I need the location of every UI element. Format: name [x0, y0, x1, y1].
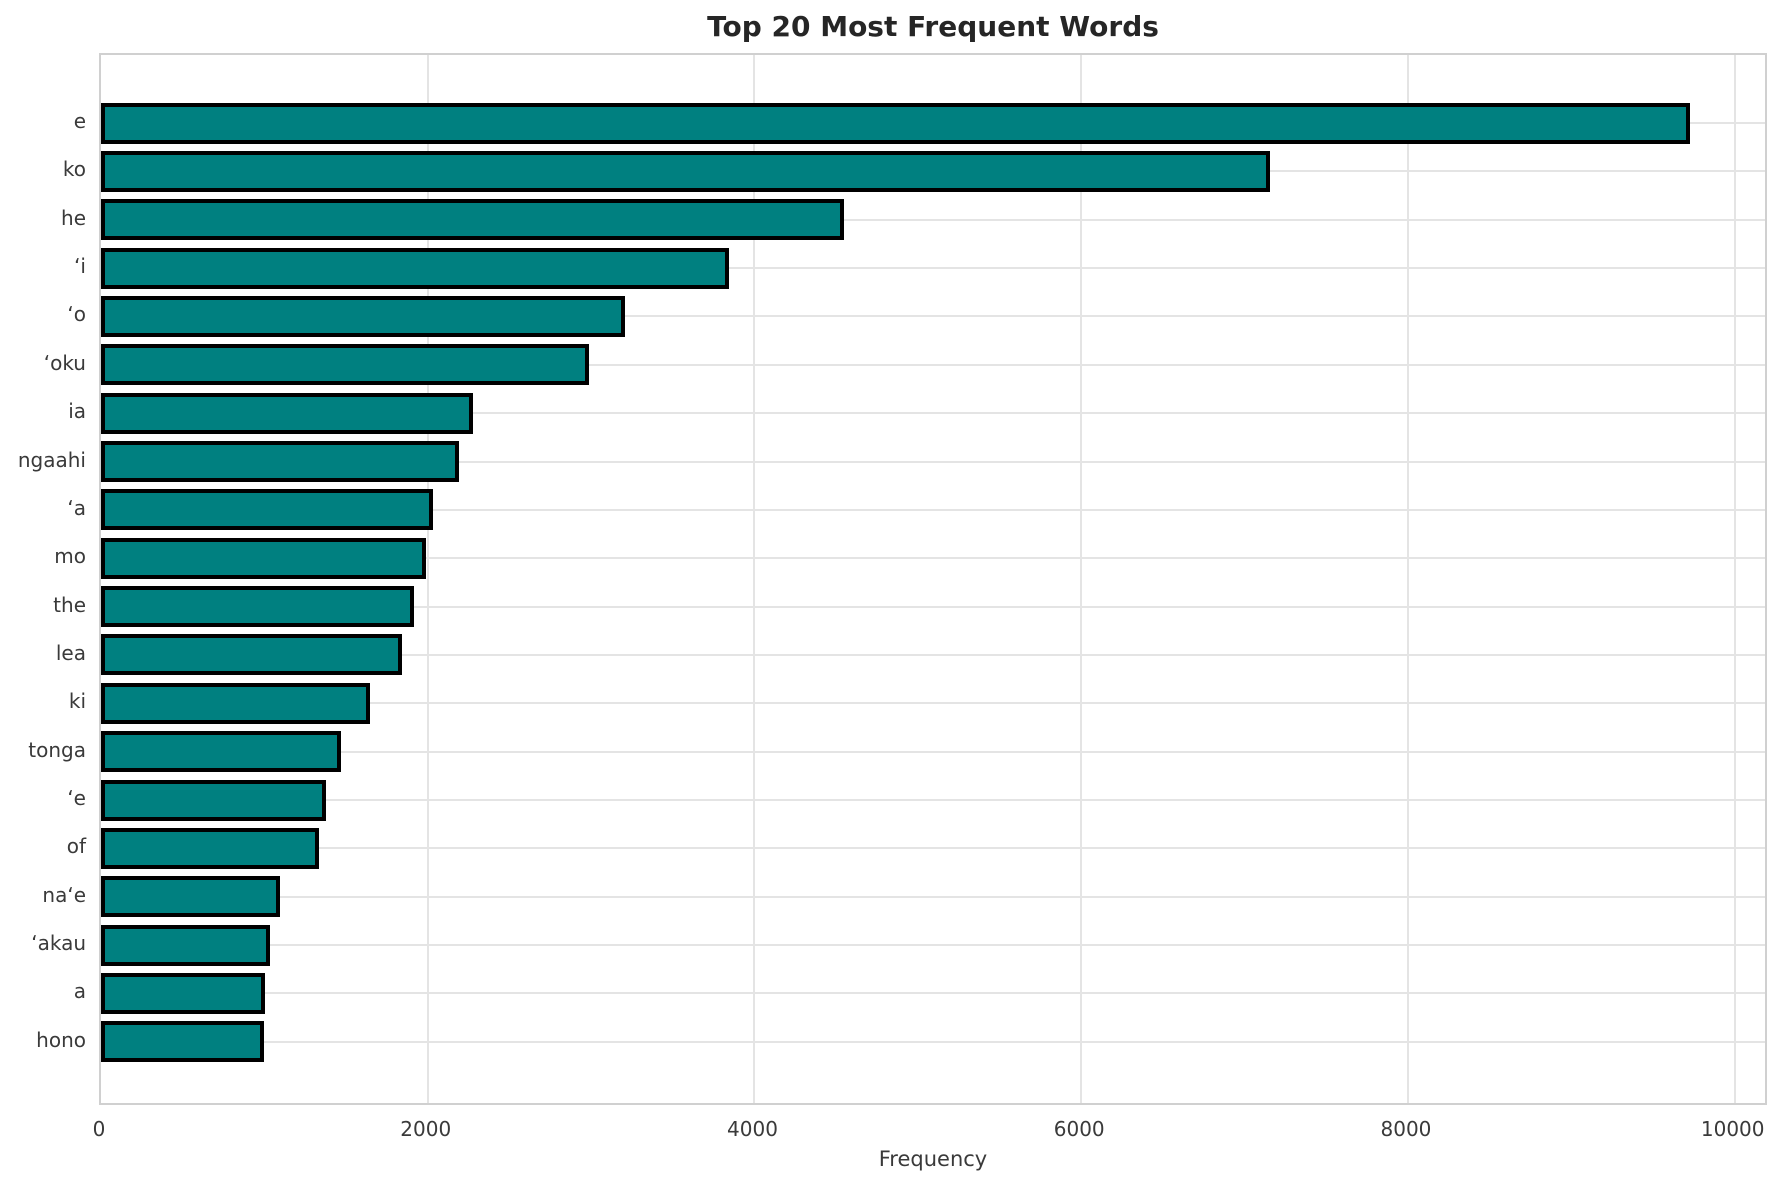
bar-‘o [101, 295, 625, 337]
y-tick-label: ‘e [67, 786, 86, 811]
y-tick-label: a [73, 979, 86, 1004]
gridline-horizontal [101, 702, 1765, 705]
gridline-horizontal [101, 944, 1765, 947]
x-tick-label: 0 [92, 1117, 106, 1141]
bar-a [101, 972, 266, 1014]
bar-e [101, 102, 1690, 144]
y-tick-label: ‘a [67, 495, 86, 520]
bar-ia [101, 392, 474, 434]
gridline-horizontal [101, 363, 1765, 366]
y-tick-label: ki [68, 689, 86, 714]
gridline-horizontal [101, 218, 1765, 221]
bar-‘e [101, 779, 327, 821]
bar-he [101, 199, 844, 241]
bar-ki [101, 682, 370, 724]
plot-area [99, 53, 1767, 1105]
gridline-horizontal [101, 267, 1765, 270]
gridline-vertical [1733, 55, 1736, 1103]
x-tick-label: 2000 [400, 1117, 452, 1141]
x-axis-label: Frequency [878, 1147, 988, 1171]
chart-title: Top 20 Most Frequent Words [707, 10, 1159, 43]
bar-ko [101, 150, 1270, 192]
bar-mo [101, 537, 427, 579]
y-tick-label: mo [54, 544, 86, 569]
gridline-horizontal [101, 992, 1765, 995]
bar-hono [101, 1021, 265, 1063]
bar-na‘e [101, 876, 280, 918]
gridline-horizontal [101, 557, 1765, 560]
y-tick-label: na‘e [42, 882, 86, 907]
bar-the [101, 586, 414, 628]
bar-lea [101, 634, 402, 676]
gridline-horizontal [101, 799, 1765, 802]
bar-‘akau [101, 924, 271, 966]
y-tick-label: ‘akau [31, 931, 86, 956]
gridline-vertical [426, 55, 429, 1103]
y-tick-label: hono [36, 1027, 86, 1052]
gridline-horizontal [101, 1040, 1765, 1043]
x-tick-label: 6000 [1053, 1117, 1105, 1141]
gridline-horizontal [101, 315, 1765, 318]
gridline-vertical [753, 55, 756, 1103]
gridline-horizontal [101, 750, 1765, 753]
bar-‘a [101, 489, 434, 531]
y-tick-label: he [61, 205, 86, 230]
bar-‘oku [101, 344, 589, 386]
bar-tonga [101, 731, 342, 773]
y-tick-label: the [53, 592, 86, 617]
gridline-horizontal [101, 653, 1765, 656]
gridline-vertical [1406, 55, 1409, 1103]
gridline-vertical [1080, 55, 1083, 1103]
y-tick-label: ‘i [74, 254, 86, 279]
gridline-horizontal [101, 895, 1765, 898]
bar-ngaahi [101, 441, 459, 483]
x-tick-label: 4000 [727, 1117, 778, 1141]
y-tick-label: lea [55, 640, 86, 665]
x-tick-label: 8000 [1380, 1117, 1432, 1141]
gridline-horizontal [101, 412, 1765, 415]
x-tick-label: 10000 [1700, 1117, 1765, 1141]
y-tick-label: ‘oku [43, 350, 86, 375]
gridline-horizontal [101, 460, 1765, 463]
gridline-horizontal [101, 605, 1765, 608]
y-tick-label: ngaahi [17, 447, 86, 472]
y-tick-label: e [73, 109, 86, 133]
y-tick-label: of [66, 834, 86, 859]
gridline-horizontal [101, 508, 1765, 511]
gridline-horizontal [101, 847, 1765, 850]
bar-‘i [101, 247, 730, 289]
bar-of [101, 827, 320, 869]
y-tick-label: tonga [28, 737, 86, 762]
y-tick-label: ia [68, 399, 86, 424]
y-tick-label: ‘o [67, 302, 86, 327]
y-tick-label: ko [62, 157, 86, 182]
